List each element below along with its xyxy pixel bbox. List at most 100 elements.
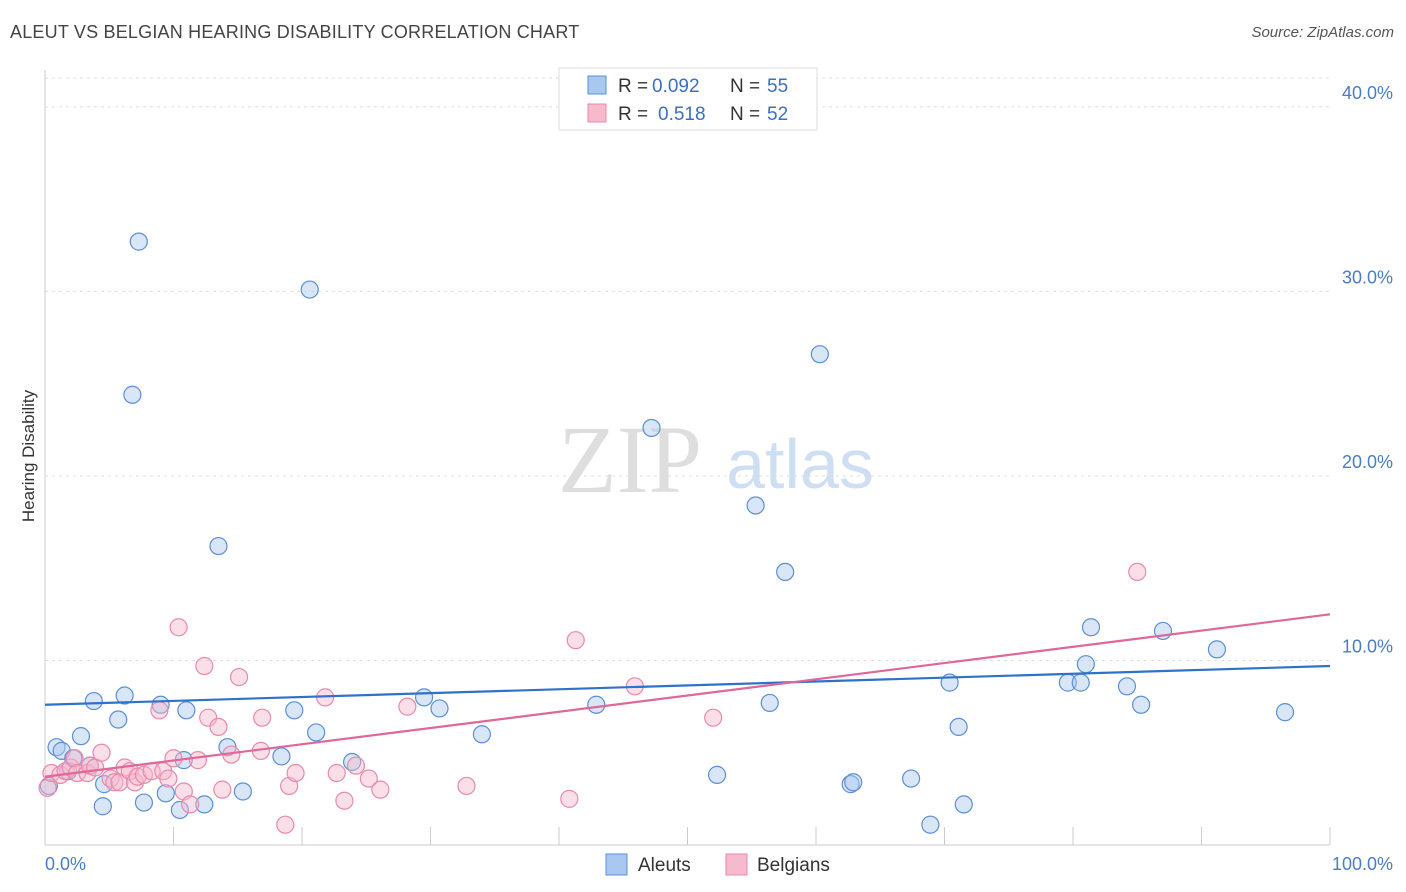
belgian-point-0 [38, 778, 57, 797]
aleut-point-36 [760, 693, 779, 713]
belgian-point-51 [1128, 562, 1147, 582]
aleut-points [39, 232, 1295, 834]
legend-swatch-aleut [587, 75, 607, 95]
bottom-legend-swatch-aleuts [605, 853, 628, 876]
tick-labels: 10.0% 20.0% 30.0% 40.0% 0.0% 100.0% [45, 83, 1393, 874]
aleut-point-32 [587, 695, 606, 714]
belgian-point-44 [371, 780, 390, 799]
aleut-point-47 [1071, 673, 1090, 692]
legend-n-value-belgian: 52 [767, 104, 788, 125]
belgian-point-48 [566, 631, 585, 650]
aleut-point-5 [71, 727, 91, 746]
y-axis-label: Hearing Disability [19, 389, 38, 522]
belgian-point-35 [253, 708, 272, 727]
aleut-point-23 [233, 782, 252, 801]
aleut-point-42 [921, 815, 940, 834]
legend-r-value-belgian: 0.518 [658, 104, 706, 125]
aleut-point-39 [841, 775, 860, 794]
belgian-point-10 [92, 743, 111, 762]
aleut-point-35 [746, 496, 765, 515]
correlation-legend: R = 0.092 N = 55 R = 0.518 N = 52 [558, 67, 818, 131]
axes [44, 70, 1331, 846]
belgian-point-30 [209, 717, 228, 737]
belgian-point-22 [159, 769, 178, 788]
watermark-atlas: atlas [726, 425, 874, 503]
aleut-point-8 [93, 797, 112, 816]
aleut-point-16 [156, 784, 175, 803]
legend-r-label-aleut: R = [618, 76, 648, 97]
aleut-point-31 [472, 725, 491, 744]
aleut-point-51 [1132, 695, 1151, 714]
aleut-point-54 [1275, 703, 1295, 722]
aleut-point-14 [134, 793, 154, 812]
bottom-legend-swatch-belgians [725, 853, 748, 876]
belgian-point-29 [199, 708, 218, 727]
legend-n-value-aleut: 55 [767, 76, 788, 97]
aleut-point-12 [123, 385, 142, 404]
aleut-point-11 [115, 686, 134, 705]
y-tick-label-30: 30.0% [1342, 267, 1393, 287]
belgian-point-40 [327, 763, 346, 783]
belgian-point-43 [359, 769, 378, 788]
belgian-point-45 [398, 697, 417, 716]
belgian-point-42 [346, 756, 366, 775]
x-tick-label-100: 100.0% [1332, 854, 1393, 874]
aleut-point-38 [810, 345, 829, 364]
chart-title: ALEUT VS BELGIAN HEARING DISABILITY CORR… [10, 22, 580, 42]
aleut-point-48 [1076, 655, 1095, 674]
series-legend: Aleuts Belgians [605, 853, 830, 876]
aleut-point-45 [954, 795, 973, 814]
aleut-point-19 [177, 701, 196, 720]
legend-n-label-aleut: N = [730, 76, 760, 97]
aleut-point-53 [1207, 640, 1227, 659]
belgian-trend-line [44, 613, 1331, 778]
aleut-point-34 [707, 765, 727, 784]
aleut-point-33 [642, 418, 661, 438]
aleut-point-25 [285, 701, 304, 720]
aleut-point-26 [300, 280, 319, 299]
belgian-points [38, 562, 1147, 834]
belgian-point-36 [276, 815, 295, 834]
aleut-point-41 [901, 769, 921, 788]
belgian-point-20 [150, 701, 169, 720]
trend-lines [44, 613, 1331, 778]
belgian-point-27 [188, 751, 208, 770]
x-tick-label-0: 0.0% [45, 854, 86, 874]
aleut-point-49 [1081, 618, 1101, 637]
bottom-legend-label-belgians: Belgians [757, 855, 830, 876]
belgian-point-23 [164, 749, 183, 768]
belgian-point-17 [128, 767, 147, 786]
aleut-point-37 [776, 562, 795, 582]
legend-n-label-belgian: N = [730, 104, 760, 125]
legend-r-label-belgian: R = [618, 104, 648, 125]
belgian-point-41 [335, 791, 354, 810]
belgian-point-38 [286, 763, 305, 783]
aleut-point-7 [84, 691, 103, 711]
chart-source: Source: ZipAtlas.com [1251, 24, 1394, 41]
aleut-point-40 [844, 773, 863, 792]
belgian-point-46 [457, 776, 476, 796]
legend-swatch-belgian [587, 103, 607, 123]
aleut-point-17 [170, 800, 190, 820]
aleut-point-44 [949, 717, 968, 737]
aleut-point-21 [209, 536, 228, 556]
legend-r-value-aleut: 0.092 [652, 76, 700, 97]
aleut-point-10 [109, 710, 128, 729]
belgian-point-31 [213, 780, 232, 799]
aleut-point-29 [414, 688, 434, 707]
y-tick-label-20: 20.0% [1342, 452, 1393, 472]
belgian-point-12 [105, 773, 124, 792]
bottom-legend-label-aleuts: Aleuts [638, 855, 691, 876]
belgian-point-50 [704, 708, 723, 727]
aleut-point-20 [195, 795, 214, 814]
aleut-point-50 [1117, 677, 1137, 696]
belgian-point-5 [65, 749, 84, 768]
belgian-point-26 [181, 795, 200, 814]
aleut-trend-line [44, 664, 1331, 706]
aleut-point-27 [307, 723, 326, 742]
belgian-point-47 [560, 789, 579, 808]
belgian-point-24 [169, 618, 188, 637]
watermark-zip: ZIP [558, 406, 702, 513]
y-tick-label-10: 10.0% [1342, 636, 1393, 656]
